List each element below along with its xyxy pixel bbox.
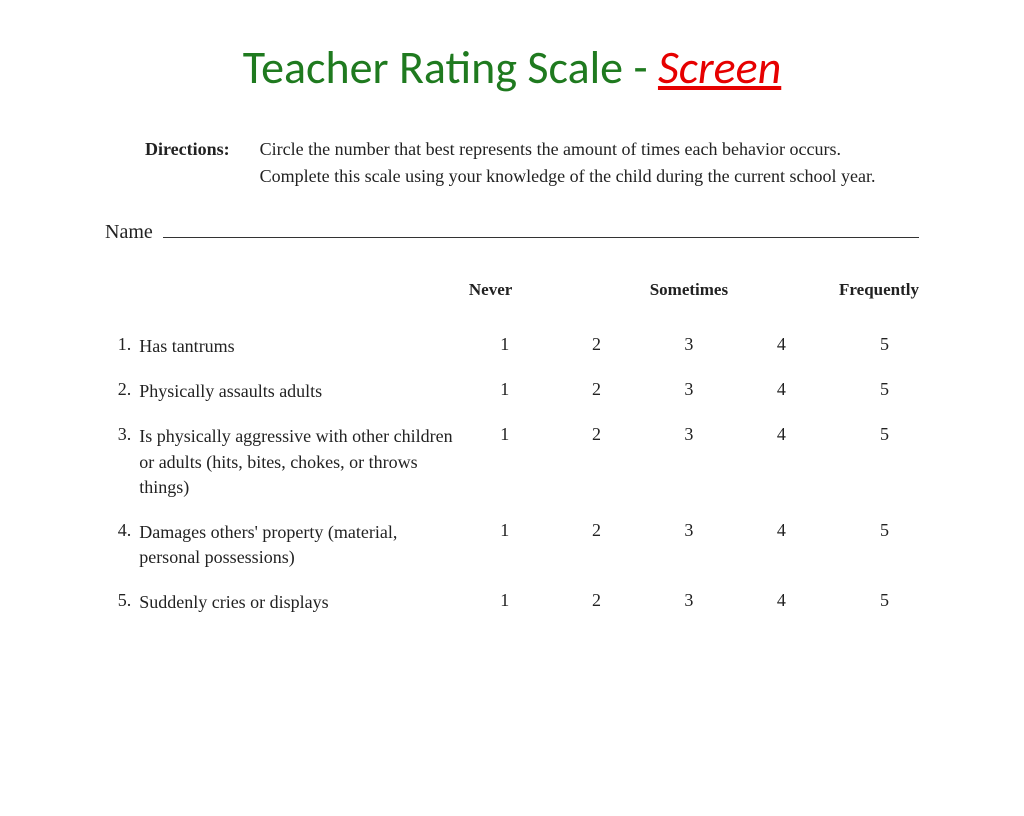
rating-option[interactable]: 4 (736, 414, 828, 510)
item-number: 3. (105, 414, 135, 510)
rating-option[interactable]: 3 (642, 324, 735, 369)
rating-option[interactable]: 2 (551, 324, 643, 369)
rating-option[interactable]: 5 (827, 414, 919, 510)
slide-title: Teacher Rating Scale - Screen (50, 40, 974, 96)
rating-option[interactable]: 2 (551, 369, 643, 414)
form-area: Directions: Circle the number that best … (50, 136, 974, 626)
item-text: Has tantrums (135, 324, 459, 369)
rating-option[interactable]: 4 (736, 369, 828, 414)
title-main: Teacher Rating Scale (243, 40, 623, 96)
name-input-line[interactable] (163, 218, 919, 238)
rating-option[interactable]: 2 (551, 580, 643, 625)
rating-option[interactable]: 5 (827, 510, 919, 580)
rating-table: Never Sometimes Frequently 1. Has tantru… (105, 274, 919, 626)
rating-option[interactable]: 2 (551, 414, 643, 510)
table-row: 1. Has tantrums 1 2 3 4 5 (105, 324, 919, 369)
directions-text: Circle the number that best represents t… (260, 136, 919, 190)
item-text: Physically assaults adults (135, 369, 459, 414)
header-never: Never (459, 274, 551, 324)
rating-option[interactable]: 4 (736, 324, 828, 369)
rating-option[interactable]: 3 (642, 369, 735, 414)
rating-option[interactable]: 4 (736, 580, 828, 625)
header-frequently: Frequently (827, 274, 919, 324)
item-text: Is physically aggressive with other chil… (135, 414, 459, 510)
rating-option[interactable]: 1 (459, 580, 551, 625)
table-row: 4. Damages others' property (material, p… (105, 510, 919, 580)
directions-label: Directions: (145, 136, 230, 190)
item-number: 5. (105, 580, 135, 625)
name-field-row: Name (105, 218, 919, 244)
rating-option[interactable]: 2 (551, 510, 643, 580)
rating-option[interactable]: 1 (459, 369, 551, 414)
rating-option[interactable]: 5 (827, 324, 919, 369)
header-sometimes: Sometimes (642, 274, 735, 324)
slide: Teacher Rating Scale - Screen Directions… (0, 0, 1024, 768)
rating-option[interactable]: 3 (642, 580, 735, 625)
item-number: 2. (105, 369, 135, 414)
table-row: 5. Suddenly cries or displays 1 2 3 4 5 (105, 580, 919, 625)
rating-option[interactable]: 3 (642, 414, 735, 510)
item-text: Suddenly cries or displays (135, 580, 459, 625)
name-label: Name (105, 221, 153, 244)
table-row: 2. Physically assaults adults 1 2 3 4 5 (105, 369, 919, 414)
rating-header-row: Never Sometimes Frequently (105, 274, 919, 324)
rating-option[interactable]: 1 (459, 324, 551, 369)
rating-option[interactable]: 1 (459, 414, 551, 510)
item-text: Damages others' property (material, pers… (135, 510, 459, 580)
rating-option[interactable]: 5 (827, 580, 919, 625)
title-dash: - (623, 40, 658, 96)
directions-block: Directions: Circle the number that best … (105, 136, 919, 190)
rating-option[interactable]: 1 (459, 510, 551, 580)
table-row: 3. Is physically aggressive with other c… (105, 414, 919, 510)
rating-option[interactable]: 5 (827, 369, 919, 414)
item-number: 4. (105, 510, 135, 580)
rating-option[interactable]: 3 (642, 510, 735, 580)
form-viewport: Directions: Circle the number that best … (50, 136, 974, 816)
rating-option[interactable]: 4 (736, 510, 828, 580)
title-accent: Screen (658, 40, 781, 96)
item-number: 1. (105, 324, 135, 369)
